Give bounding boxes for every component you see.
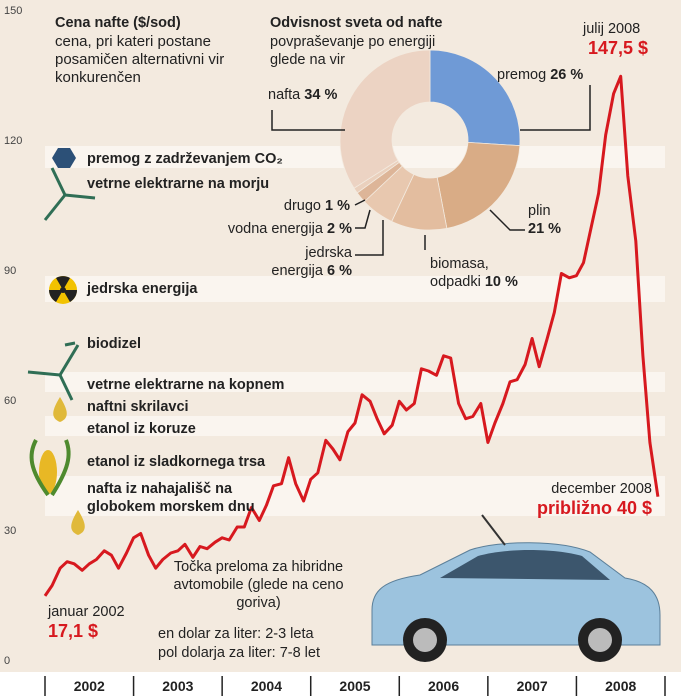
y-tick-label: 150 (4, 5, 22, 17)
y-tick-label: 60 (4, 395, 16, 407)
pie-subtitle: povpraševanje po energiji glede na vir (270, 34, 436, 68)
price-line (43, 74, 660, 597)
alternative-label: biodizel (87, 336, 141, 352)
pie-category: premog (497, 67, 547, 83)
pie-label: nafta 34 % (268, 86, 337, 104)
oil-drop-icon (53, 397, 67, 422)
chart-subtitle: cena, pri kateri postane posamičen alter… (55, 33, 225, 86)
alternative-label: premog z zadrževanjem CO₂ (87, 151, 283, 167)
pie-value: 1 % (325, 198, 350, 214)
x-tick-label: 2003 (162, 678, 193, 694)
alternative-label: etanol iz sladkornega trsa (87, 454, 266, 470)
car-window (440, 550, 610, 580)
pie-label: plin 21 % (528, 202, 568, 238)
pie-category: jedrska energija (271, 245, 352, 279)
pie-value: 2 % (327, 221, 352, 237)
pie-value: 34 % (304, 87, 338, 103)
annotation: julij 2008 (583, 21, 641, 37)
annotation: približno 40 $ (536, 498, 652, 518)
pie-category: nafta (268, 87, 301, 103)
alternative-label: vetrne elektrarne na kopnem (87, 377, 285, 393)
pie-label: vodna energija 2 % (190, 220, 352, 238)
icons (27, 148, 96, 535)
corn-icon (29, 439, 71, 497)
annotation: januar 2002 (48, 604, 125, 620)
pie-category: plin (528, 203, 551, 219)
wind-icon (27, 167, 96, 401)
y-tick-label: 0 (4, 655, 10, 667)
pie-value: 26 % (550, 67, 584, 83)
car-illustration (371, 514, 661, 662)
annotation: en dolar za liter: 2-3 leta (158, 626, 314, 642)
alternative-label: jedrska energija (87, 281, 198, 297)
y-tick-label: 90 (4, 265, 16, 277)
annotation: 17,1 $ (48, 621, 99, 641)
pie-label: jedrska energija 6 % (255, 244, 352, 280)
y-tick-label: 120 (4, 135, 22, 147)
x-tick-label: 2006 (428, 678, 459, 694)
oil-drop-icon (71, 510, 85, 535)
pie-value: 6 % (327, 263, 352, 279)
band (45, 476, 665, 516)
pie-value: 21 % (528, 221, 562, 237)
pie-value: 10 % (484, 274, 518, 290)
x-tick-label: 2007 (517, 678, 548, 694)
y-tick-label: 30 (4, 525, 16, 537)
pie-category: vodna energija (227, 221, 323, 237)
x-tick-label: 2008 (605, 678, 636, 694)
alternative-label: nafta iz nahajališč na globokem morskem … (87, 481, 255, 515)
band (45, 416, 665, 436)
pie-slice (429, 49, 521, 147)
car-antenna (481, 514, 506, 546)
pie-label: biomasa, odpadki 10 % (430, 255, 535, 291)
annotation: december 2008 (551, 481, 652, 497)
car-wheel (413, 628, 437, 652)
annotation: pol dolarja za liter: 7-8 let (158, 645, 320, 661)
band (45, 372, 665, 392)
pie-label: drugo 1 % (250, 197, 350, 215)
car-wheel (588, 628, 612, 652)
pie-category: biomasa, odpadki (430, 256, 489, 290)
chart-title: Cena nafte ($/sod) (55, 14, 245, 32)
pie-slice (436, 141, 521, 229)
hexagon-icon (52, 148, 76, 168)
alternative-label: vetrne elektrarne na morju (87, 176, 270, 192)
alternative-label: etanol iz koruze (87, 421, 196, 437)
pie-label: premog 26 % (497, 66, 583, 84)
alternative-label: naftni skrilavci (87, 399, 189, 415)
annotation: Točka preloma za hibridne avtomobile (gl… (173, 559, 344, 611)
x-tick-label: 2005 (339, 678, 370, 694)
annotation: 147,5 $ (588, 38, 649, 58)
corn-icon (39, 450, 57, 494)
radiation-icon (49, 276, 77, 302)
chart-title: Cena nafte ($/sod) (55, 15, 181, 31)
x-tick-label: 2002 (74, 678, 105, 694)
pie-title: Odvisnost sveta od nafte (270, 15, 443, 31)
pie-category: drugo (283, 198, 321, 214)
pie-slice (339, 49, 431, 189)
leader-lines (271, 85, 591, 256)
x-tick-label: 2004 (251, 678, 282, 694)
